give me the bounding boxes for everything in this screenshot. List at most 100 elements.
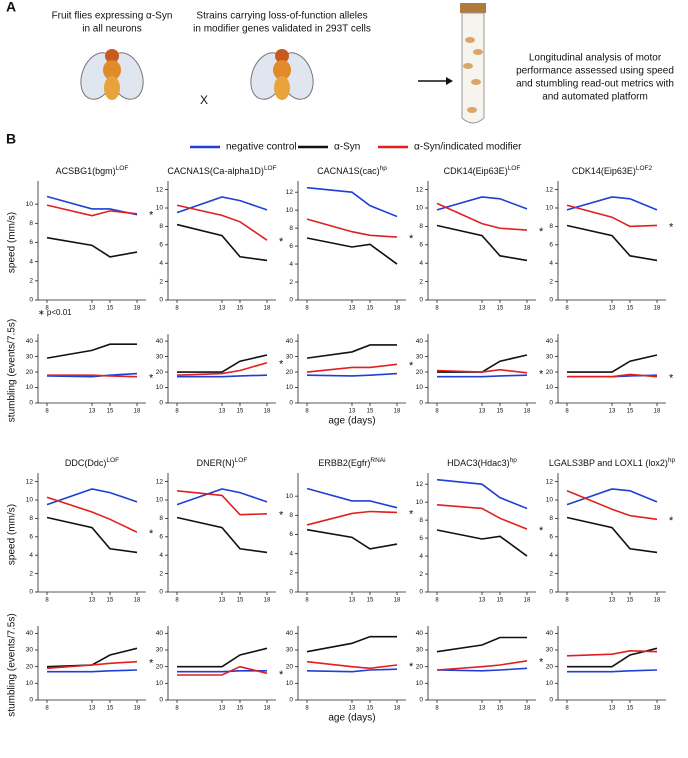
- series-line: [47, 669, 138, 673]
- y-tick-label: 8: [289, 225, 293, 232]
- x-tick-label: 8: [435, 598, 439, 604]
- description-text: in all neurons: [82, 24, 141, 35]
- y-tick-label: 8: [159, 515, 163, 522]
- x-tick-label: 18: [394, 706, 401, 712]
- x-tick-label: 13: [479, 706, 486, 712]
- axis-line: [557, 334, 666, 404]
- y-tick-label: 20: [286, 663, 294, 670]
- x-tick-label: 13: [479, 409, 486, 415]
- y-tick-label: 2: [419, 278, 423, 285]
- significance-marker: *: [409, 360, 414, 372]
- series-line: [176, 516, 268, 554]
- y-axis-label: stumbling (events/7.5s): [7, 613, 18, 716]
- y-tick-label: 6: [289, 243, 293, 250]
- series-line: [566, 490, 658, 521]
- x-tick-label: 15: [497, 306, 504, 312]
- series-line: [306, 528, 398, 550]
- y-tick-label: 0: [419, 589, 423, 596]
- y-tick-label: 0: [29, 697, 33, 704]
- y-tick-label: 12: [416, 481, 424, 488]
- y-tick-label: 30: [156, 647, 164, 654]
- y-tick-label: 40: [416, 338, 424, 345]
- y-tick-label: 10: [546, 497, 554, 504]
- y-tick-label: 2: [159, 278, 163, 285]
- series-line: [436, 368, 528, 374]
- x-tick-label: 13: [219, 409, 226, 415]
- x-tick-label: 13: [609, 409, 616, 415]
- y-tick-label: 30: [546, 647, 554, 654]
- y-tick-label: 4: [159, 260, 163, 267]
- x-tick-label: 15: [107, 598, 114, 604]
- x-tick-label: 18: [394, 306, 401, 312]
- x-tick-label: 15: [627, 598, 634, 604]
- y-tick-label: 2: [159, 570, 163, 577]
- y-tick-label: 10: [156, 384, 164, 391]
- y-tick-label: 12: [546, 478, 554, 485]
- series-line: [306, 186, 398, 218]
- x-tick-label: 18: [524, 306, 531, 312]
- x-tick-label: 8: [305, 409, 309, 415]
- y-axis-label: speed (mm/s): [7, 504, 18, 565]
- series-line: [177, 354, 268, 373]
- significance-marker: *: [409, 233, 414, 245]
- series-line: [566, 204, 658, 228]
- y-tick-label: 0: [289, 297, 293, 304]
- y-tick-label: 2: [289, 279, 293, 286]
- axis-line: [167, 181, 276, 301]
- x-tick-label: 8: [565, 306, 569, 312]
- y-tick-label: 6: [289, 531, 293, 538]
- y-tick-label: 12: [156, 186, 164, 193]
- series-line: [436, 660, 528, 671]
- y-axis-label: stumbling (events/7.5s): [7, 319, 18, 422]
- significance-note: ∗ p<0.01: [38, 308, 72, 317]
- y-tick-label: 12: [26, 478, 34, 485]
- y-tick-label: 10: [546, 384, 554, 391]
- x-tick-label: 15: [237, 706, 244, 712]
- series-line: [437, 374, 528, 378]
- y-tick-label: 30: [416, 353, 424, 360]
- y-tick-label: 6: [159, 534, 163, 541]
- y-tick-label: 8: [289, 512, 293, 519]
- y-tick-label: 6: [29, 534, 33, 541]
- x-tick-label: 18: [524, 598, 531, 604]
- y-tick-label: 4: [419, 553, 423, 560]
- y-tick-label: 20: [156, 663, 164, 670]
- y-tick-label: 40: [156, 338, 164, 345]
- y-tick-label: 12: [546, 186, 554, 193]
- series-line: [306, 344, 397, 359]
- series-line: [567, 669, 658, 673]
- x-tick-label: 15: [237, 409, 244, 415]
- x-tick-label: 8: [565, 598, 569, 604]
- y-tick-label: 20: [546, 663, 554, 670]
- x-tick-label: 18: [524, 409, 531, 415]
- x-tick-label: 18: [134, 409, 141, 415]
- x-tick-label: 15: [497, 598, 504, 604]
- x-axis-label: age (days): [328, 416, 375, 427]
- chart-title: HDAC3(Hdac3)hp: [447, 457, 517, 469]
- x-tick-label: 15: [367, 306, 374, 312]
- series-line: [306, 510, 398, 526]
- x-tick-label: 8: [305, 306, 309, 312]
- y-tick-label: 0: [549, 697, 553, 704]
- axis-line: [427, 334, 536, 404]
- y-tick-label: 0: [29, 297, 33, 304]
- y-tick-label: 0: [549, 297, 553, 304]
- y-tick-label: 4: [289, 550, 293, 557]
- x-tick-label: 8: [175, 706, 179, 712]
- significance-marker: *: [539, 369, 544, 381]
- series-line: [306, 668, 398, 673]
- y-tick-label: 2: [549, 570, 553, 577]
- chart-title-main: CDK14(Eip63E): [572, 166, 636, 176]
- y-tick-label: 0: [289, 400, 293, 407]
- y-tick-label: 2: [549, 278, 553, 285]
- y-tick-label: 2: [289, 570, 293, 577]
- chart-title-main: ERBB2(Egfr): [318, 458, 370, 468]
- x-tick-label: 8: [45, 598, 49, 604]
- significance-marker: *: [669, 373, 674, 385]
- axis-line: [557, 473, 666, 593]
- y-tick-label: 10: [26, 201, 34, 208]
- series-line: [46, 204, 138, 217]
- series-line: [566, 516, 658, 554]
- significance-marker: *: [149, 658, 154, 670]
